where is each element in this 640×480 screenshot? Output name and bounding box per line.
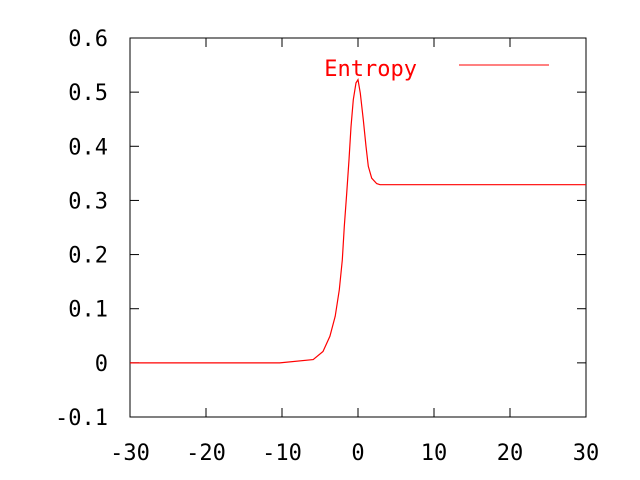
y-tick-label: 0.2	[68, 244, 108, 269]
series-layer	[130, 78, 586, 364]
x-tick-label: 10	[421, 441, 448, 466]
y-tick-label: 0.3	[68, 189, 108, 214]
y-tick-label: -0.1	[55, 406, 108, 431]
y-tick-labels: -0.1 0 0.1 0.2 0.3 0.4 0.5 0.6	[55, 27, 108, 431]
x-tick-label: 20	[497, 441, 524, 466]
x-tick-label: -10	[262, 441, 302, 466]
y-tick-label: 0.4	[68, 135, 108, 160]
plot-border	[129, 37, 587, 418]
axes	[129, 37, 587, 418]
x-tick-labels: -30 -20 -10 0 10 20 30	[110, 441, 599, 466]
x-tick-label: 30	[573, 441, 600, 466]
x-tick-label: -30	[110, 441, 150, 466]
y-tick-label: 0.1	[68, 298, 108, 323]
legend: Entropy	[324, 57, 549, 82]
y-tick-label: 0.6	[68, 27, 108, 52]
legend-label-entropy: Entropy	[324, 57, 417, 82]
tick-marks	[129, 37, 587, 418]
y-tick-label: 0.5	[68, 81, 108, 106]
y-tick-label: 0	[95, 352, 108, 377]
series-line-entropy	[130, 78, 586, 364]
x-tick-label: 0	[351, 441, 364, 466]
x-tick-label: -20	[186, 441, 226, 466]
